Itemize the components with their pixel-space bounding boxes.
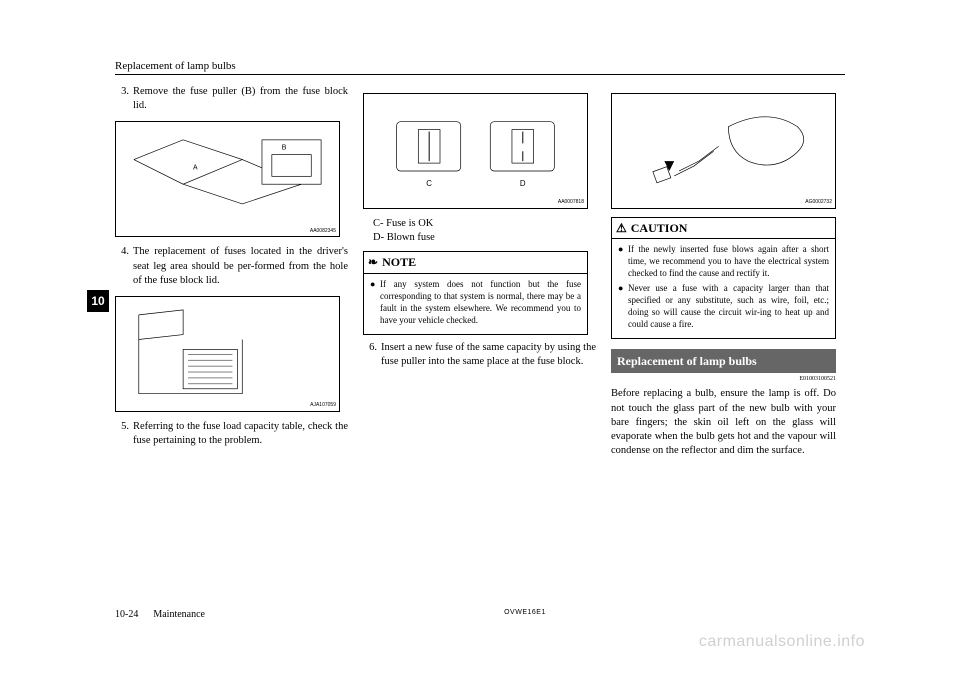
caution-item: ● If the newly inserted fuse blows again…	[618, 243, 829, 279]
note-heading: ❧ NOTE	[364, 252, 587, 273]
column-1: 3. Remove the fuse puller (B) from the f…	[115, 85, 348, 458]
caution-item: ● Never use a fuse with a capacity large…	[618, 282, 829, 331]
step-text: Referring to the fuse load capacity tabl…	[133, 420, 348, 448]
step-number: 3.	[115, 85, 129, 113]
page-content: Replacement of lamp bulbs 10 3. Remove t…	[115, 60, 845, 620]
step-text: Remove the fuse puller (B) from the fuse…	[133, 85, 348, 113]
step-number: 6.	[363, 341, 377, 369]
figure-illustration: C D	[372, 102, 579, 201]
section-title-bar: Replacement of lamp bulbs	[611, 349, 836, 373]
caution-heading: ⚠ CAUTION	[612, 218, 835, 239]
fuse-legend: C- Fuse is OK D- Blown fuse	[373, 217, 596, 245]
step-3: 3. Remove the fuse puller (B) from the f…	[115, 85, 348, 113]
figure-label: AG0002732	[805, 199, 832, 206]
content-columns: 3. Remove the fuse puller (B) from the f…	[115, 85, 845, 458]
column-3: AG0002732 ⚠ CAUTION ● If the newly inser…	[611, 85, 844, 458]
figure-pulling-fuse: AG0002732	[611, 93, 836, 209]
figure-fuse-states: C D AA0007818	[363, 93, 588, 209]
step-text: Insert a new fuse of the same capacity b…	[381, 341, 596, 369]
svg-text:C: C	[426, 179, 432, 188]
caution-triangle-icon: ⚠	[616, 220, 627, 236]
legend-d: D- Blown fuse	[373, 231, 596, 245]
figure-fuse-block-hole: AJA107059	[115, 296, 340, 412]
watermark: carmanualsonline.info	[699, 633, 865, 651]
note-leaf-icon: ❧	[368, 254, 378, 270]
page-header: Replacement of lamp bulbs	[115, 60, 845, 75]
figure-label: AJA107059	[310, 402, 336, 409]
note-body: ● If any system does not function but th…	[364, 274, 587, 335]
column-2: C D AA0007818 C- Fuse is OK D- Blown fus…	[363, 85, 596, 458]
note-box: ❧ NOTE ● If any system does not function…	[363, 251, 588, 335]
figure-label: AA0082345	[310, 228, 336, 235]
figure-label: AA0007818	[558, 199, 584, 206]
caution-text: If the newly inserted fuse blows again a…	[628, 243, 829, 279]
caution-box: ⚠ CAUTION ● If the newly inserted fuse b…	[611, 217, 836, 339]
figure-illustration: B A	[124, 130, 331, 229]
step-text: The replacement of fuses located in the …	[133, 245, 348, 288]
note-text: If any system does not function but the …	[380, 278, 581, 327]
bullet-icon: ●	[618, 282, 628, 331]
legend-c: C- Fuse is OK	[373, 217, 596, 231]
section-body: Before replacing a bulb, ensure the lamp…	[611, 387, 836, 458]
step-4: 4. The replacement of fuses located in t…	[115, 245, 348, 288]
footer-left: 10-24 Maintenance	[115, 609, 205, 620]
figure-fuse-puller: B A AA0082345	[115, 121, 340, 237]
bullet-icon: ●	[370, 278, 380, 327]
svg-text:B: B	[282, 145, 287, 152]
step-number: 5.	[115, 420, 129, 448]
svg-text:D: D	[520, 179, 526, 188]
caution-title: CAUTION	[631, 220, 688, 236]
section-code: E01003100521	[611, 375, 836, 383]
note-title: NOTE	[382, 254, 416, 270]
footer-doc-code: OVWE16E1	[504, 609, 546, 620]
svg-text:A: A	[193, 165, 198, 172]
bullet-icon: ●	[618, 243, 628, 279]
step-6: 6. Insert a new fuse of the same capacit…	[363, 341, 596, 369]
chapter-tab: 10	[87, 290, 109, 312]
step-5: 5. Referring to the fuse load capacity t…	[115, 420, 348, 448]
page-footer: 10-24 Maintenance OVWE16E1	[115, 609, 845, 620]
note-item: ● If any system does not function but th…	[370, 278, 581, 327]
footer-section: Maintenance	[153, 609, 205, 620]
caution-text: Never use a fuse with a capacity larger …	[628, 282, 829, 331]
footer-page-number: 10-24	[115, 609, 138, 620]
figure-illustration	[124, 305, 331, 404]
caution-body: ● If the newly inserted fuse blows again…	[612, 239, 835, 338]
step-number: 4.	[115, 245, 129, 288]
figure-illustration	[620, 102, 827, 201]
